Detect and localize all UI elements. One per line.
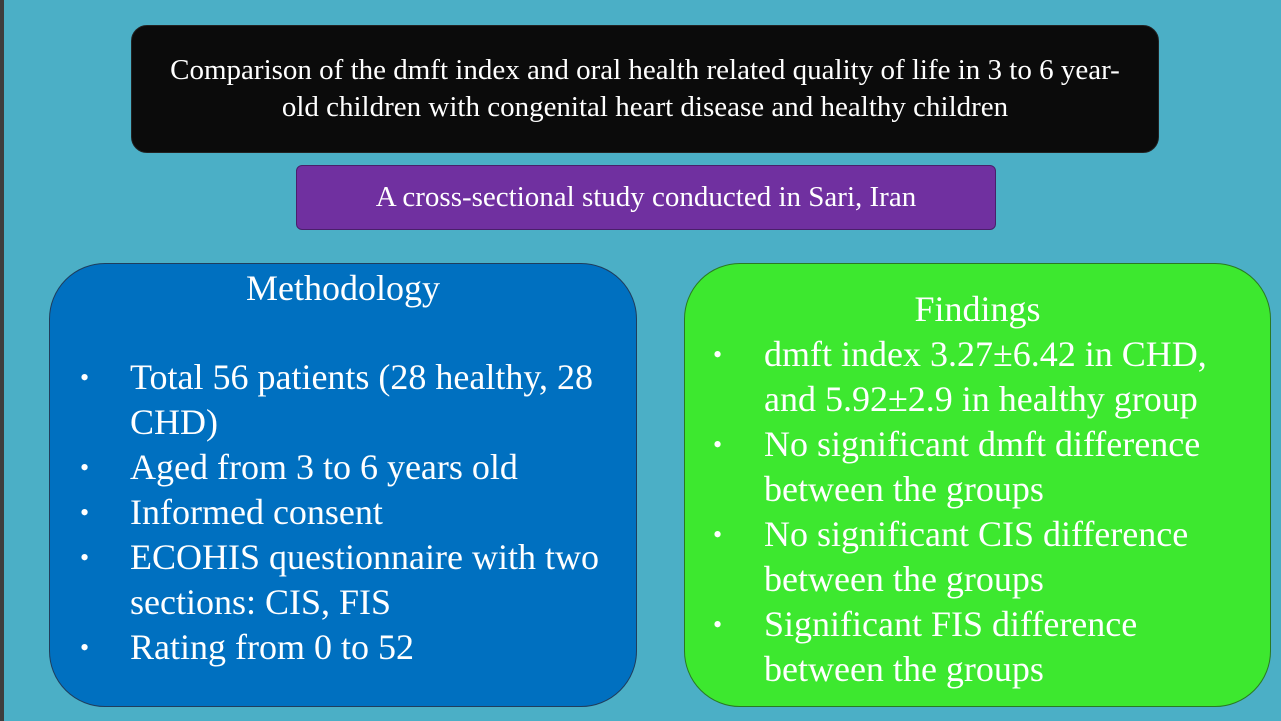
bullet-icon: •	[80, 363, 90, 392]
list-item-text: No significant dmft difference between t…	[764, 424, 1201, 509]
bullet-icon: •	[80, 453, 90, 482]
findings-list: • dmft index 3.27±6.42 in CHD, and 5.92±2…	[713, 332, 1250, 692]
slide-title: Comparison of the dmft index and oral he…	[170, 54, 1120, 123]
findings-heading: Findings	[914, 289, 1041, 329]
list-item: • No significant CIS difference between t…	[713, 512, 1250, 602]
bullet-icon: •	[713, 430, 723, 459]
findings-panel: Findings • dmft index 3.27±6.42 in CHD, a…	[684, 263, 1271, 707]
title-box: Comparison of the dmft index and oral he…	[131, 25, 1159, 153]
list-item: • Total 56 patients (28 healthy, 28 CHD)	[80, 355, 606, 445]
list-item-text: Total 56 patients (28 healthy, 28 CHD)	[130, 357, 594, 442]
list-item-text: dmft index 3.27±6.42 in CHD, and 5.92±2.…	[764, 334, 1207, 419]
bullet-icon: •	[713, 340, 723, 369]
list-item: • dmft index 3.27±6.42 in CHD, and 5.92±2…	[713, 332, 1250, 422]
list-item-text: Rating from 0 to 52	[130, 627, 414, 667]
subtitle-box: A cross-sectional study conducted in Sar…	[296, 165, 996, 230]
bullet-icon: •	[80, 633, 90, 662]
methodology-heading: Methodology	[246, 268, 440, 308]
list-item: • Significant FIS difference between the …	[713, 602, 1250, 692]
list-item: • ECOHIS questionnaire with two sections:…	[80, 535, 606, 625]
list-item-text: ECOHIS questionnaire with two sections: …	[130, 537, 599, 622]
list-item-text: Significant FIS difference between the g…	[764, 604, 1138, 689]
bullet-icon: •	[80, 543, 90, 572]
list-item-text: No significant CIS difference between th…	[764, 514, 1189, 599]
list-item: • Aged from 3 to 6 years old	[80, 445, 606, 490]
methodology-panel: Methodology • Total 56 patients (28 healt…	[49, 263, 637, 707]
slide-subtitle: A cross-sectional study conducted in Sar…	[375, 181, 917, 213]
bullet-icon: •	[713, 520, 723, 549]
slide-left-edge	[0, 0, 4, 721]
list-item-text: Informed consent	[130, 492, 383, 532]
list-item-text: Aged from 3 to 6 years old	[130, 447, 518, 487]
bullet-icon: •	[713, 610, 723, 639]
list-item: • No significant dmft difference between …	[713, 422, 1250, 512]
bullet-icon: •	[80, 498, 90, 527]
methodology-list: • Total 56 patients (28 healthy, 28 CHD) …	[80, 355, 606, 670]
list-item: • Rating from 0 to 52	[80, 625, 606, 670]
list-item: • Informed consent	[80, 490, 606, 535]
